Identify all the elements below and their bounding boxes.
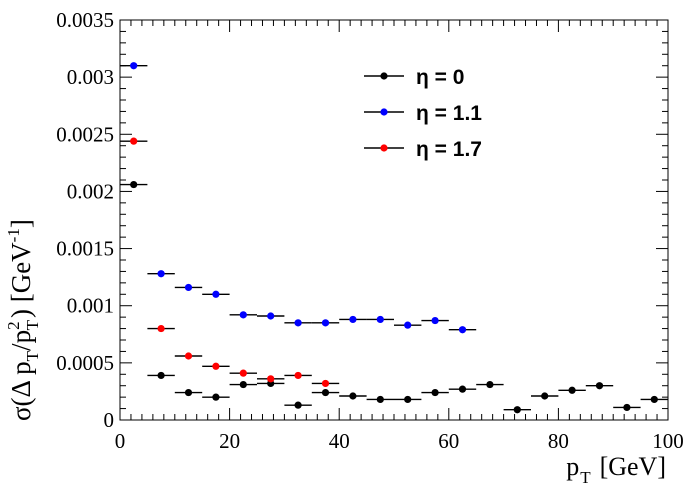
data-point [212, 393, 220, 401]
data-point [239, 369, 247, 377]
data-point [267, 312, 275, 320]
legend-marker [380, 72, 388, 80]
x-tick-label: 100 [652, 429, 684, 453]
data-point [458, 326, 467, 334]
data-point [431, 316, 439, 325]
data-point [404, 321, 412, 329]
data-point [321, 379, 330, 388]
y-tick-label: 0.0035 [56, 8, 114, 32]
data-point [294, 401, 302, 409]
data-point [376, 395, 384, 404]
plot-frame [119, 19, 669, 421]
data-point [267, 375, 275, 383]
x-tick-label: 40 [329, 429, 350, 453]
data-point [486, 380, 494, 389]
y-tick-label: 0 [104, 408, 115, 432]
tick-labels: 0 20 40 60 80 100 0 0.0005 0.001 0.0015 0.002 0.002… [56, 8, 684, 453]
data-point [157, 371, 165, 380]
data-point [212, 362, 220, 370]
data-point [130, 180, 138, 189]
data-point [595, 382, 604, 390]
x-tick-label: 0 [115, 429, 126, 453]
legend-marker [380, 144, 388, 152]
data-point [513, 406, 521, 414]
data-point [568, 386, 576, 394]
legend: η = 0 η = 1.1 η = 1.7 [364, 66, 482, 161]
data-point [239, 380, 247, 389]
data-series [120, 62, 668, 414]
data-point [349, 392, 357, 400]
x-tick-label: 60 [438, 429, 459, 453]
data-point [431, 388, 439, 397]
data-point [294, 319, 302, 327]
series-2 [120, 137, 340, 388]
data-point [157, 270, 165, 278]
data-point [321, 319, 330, 327]
x-tick-label: 80 [548, 429, 569, 453]
data-point [184, 388, 193, 397]
y-tick-label: 0.0025 [56, 122, 114, 146]
legend-marker [380, 108, 388, 116]
data-point [184, 283, 193, 292]
y-tick-label: 0.003 [67, 65, 114, 89]
data-point [650, 395, 658, 404]
data-point [239, 311, 247, 319]
data-point [541, 392, 549, 400]
y-tick-label: 0.0005 [56, 351, 114, 375]
data-point [212, 290, 220, 298]
y-tick-label: 0.0015 [56, 237, 114, 261]
y-tick-label: 0.001 [67, 294, 114, 318]
data-point [458, 385, 467, 393]
legend-label: η = 1.7 [416, 138, 482, 161]
y-tick-label: 0.002 [67, 179, 114, 203]
series-1 [120, 62, 477, 334]
data-point [157, 324, 165, 333]
data-point [184, 352, 193, 360]
legend-label: η = 0 [416, 66, 464, 89]
data-point [294, 371, 302, 380]
x-tick-label: 20 [219, 429, 240, 453]
data-point [376, 315, 384, 324]
data-point [130, 62, 138, 70]
series-0 [120, 180, 668, 414]
data-point [321, 388, 330, 397]
data-point [130, 137, 138, 145]
data-point [623, 403, 631, 412]
legend-label: η = 1.1 [416, 102, 482, 125]
data-point [404, 395, 412, 404]
data-point [349, 315, 357, 324]
